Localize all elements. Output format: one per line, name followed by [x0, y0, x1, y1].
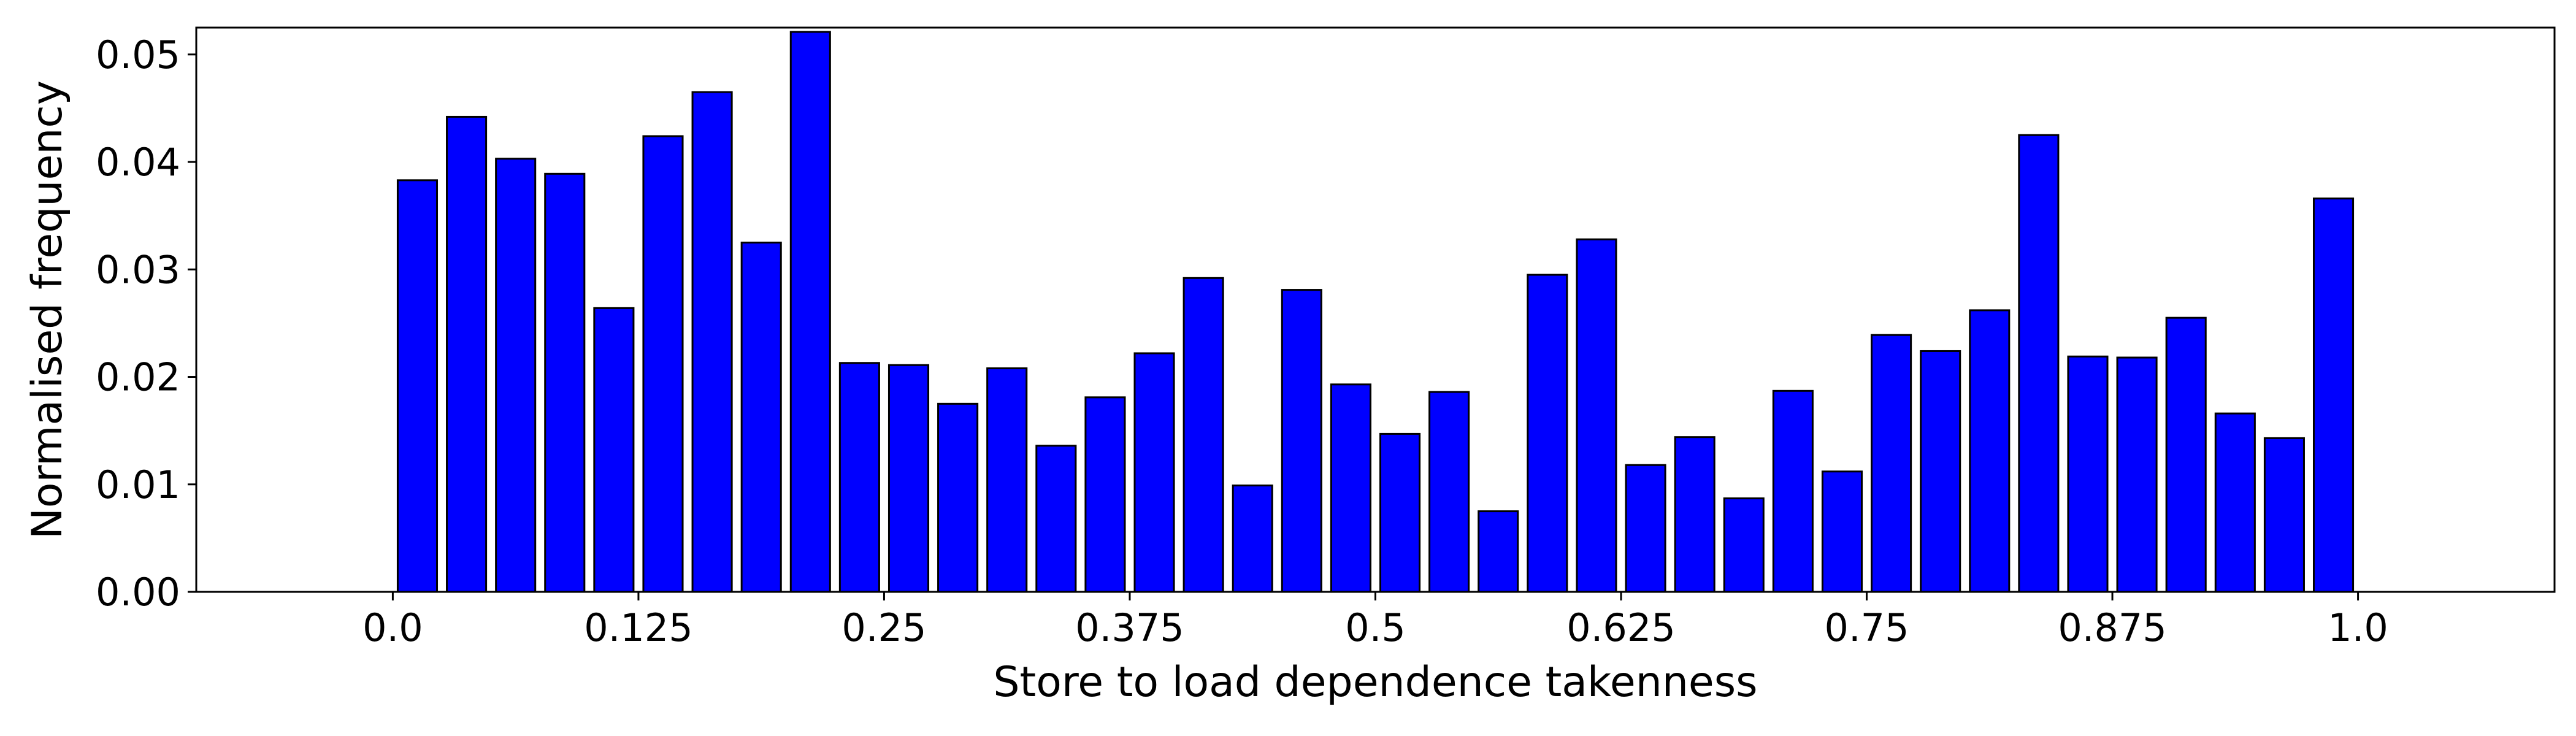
bar-20 — [1379, 432, 1421, 593]
bar-29 — [1821, 470, 1863, 593]
x-tick-label-3: 0.375 — [1075, 605, 1184, 650]
y-axis-label: Normalised frequency — [23, 80, 72, 539]
bar-6 — [691, 91, 733, 593]
bar-18 — [1281, 289, 1322, 593]
bar-2 — [495, 158, 537, 593]
bar-39 — [2312, 197, 2355, 593]
bar-24 — [1576, 238, 1617, 593]
bar-17 — [1232, 485, 1273, 593]
y-tick-label-4: 0.04 — [96, 140, 180, 185]
bar-33 — [2018, 134, 2060, 593]
y-tick-label-1: 0.01 — [96, 462, 180, 507]
bar-16 — [1183, 277, 1224, 593]
bar-1 — [446, 115, 488, 593]
bar-0 — [396, 179, 439, 593]
y-tick-label-5: 0.05 — [96, 33, 180, 77]
bar-15 — [1133, 352, 1175, 593]
bar-19 — [1330, 383, 1371, 593]
bar-5 — [642, 135, 684, 593]
bar-27 — [1723, 497, 1765, 593]
bar-38 — [2263, 437, 2305, 593]
x-tick-label-8: 1.0 — [2328, 605, 2388, 650]
bar-31 — [1920, 350, 1961, 593]
bar-34 — [2067, 355, 2109, 593]
bar-9 — [838, 362, 880, 593]
bar-13 — [1035, 445, 1077, 593]
bar-30 — [1871, 334, 1912, 593]
bar-8 — [789, 31, 831, 593]
bar-14 — [1084, 396, 1126, 593]
x-axis-label: Store to load dependence takenness — [993, 658, 1757, 707]
y-tick-label-3: 0.03 — [96, 247, 180, 292]
bars-group — [396, 31, 2355, 593]
bar-37 — [2214, 412, 2256, 593]
y-axis: 0.00 0.01 0.02 0.03 0.04 0.05 — [96, 33, 196, 615]
x-tick-label-7: 0.875 — [2058, 605, 2167, 650]
y-tick-label-0: 0.00 — [96, 570, 180, 615]
bar-11 — [937, 402, 979, 593]
bar-36 — [2165, 316, 2207, 593]
bar-35 — [2116, 356, 2158, 593]
bar-32 — [1969, 309, 2011, 593]
x-tick-label-2: 0.25 — [841, 605, 926, 650]
bar-22 — [1478, 510, 1519, 593]
bar-12 — [986, 367, 1028, 593]
x-tick-label-0: 0.0 — [362, 605, 423, 650]
x-tick-label-5: 0.625 — [1566, 605, 1676, 650]
x-tick-label-4: 0.5 — [1345, 605, 1406, 650]
bar-28 — [1772, 389, 1814, 593]
bar-3 — [544, 172, 586, 593]
y-tick-label-2: 0.02 — [96, 355, 180, 400]
bar-23 — [1527, 274, 1568, 593]
bar-10 — [887, 364, 930, 593]
x-tick-label-6: 0.75 — [1825, 605, 1909, 650]
bar-4 — [593, 307, 635, 593]
x-tick-label-1: 0.125 — [584, 605, 693, 650]
bar-25 — [1625, 464, 1666, 593]
bar-26 — [1674, 436, 1715, 593]
bar-21 — [1428, 391, 1470, 593]
bar-7 — [740, 241, 782, 593]
x-axis: 0.0 0.125 0.25 0.375 0.5 0.625 0.75 0.875 1.0 — [362, 592, 2388, 650]
